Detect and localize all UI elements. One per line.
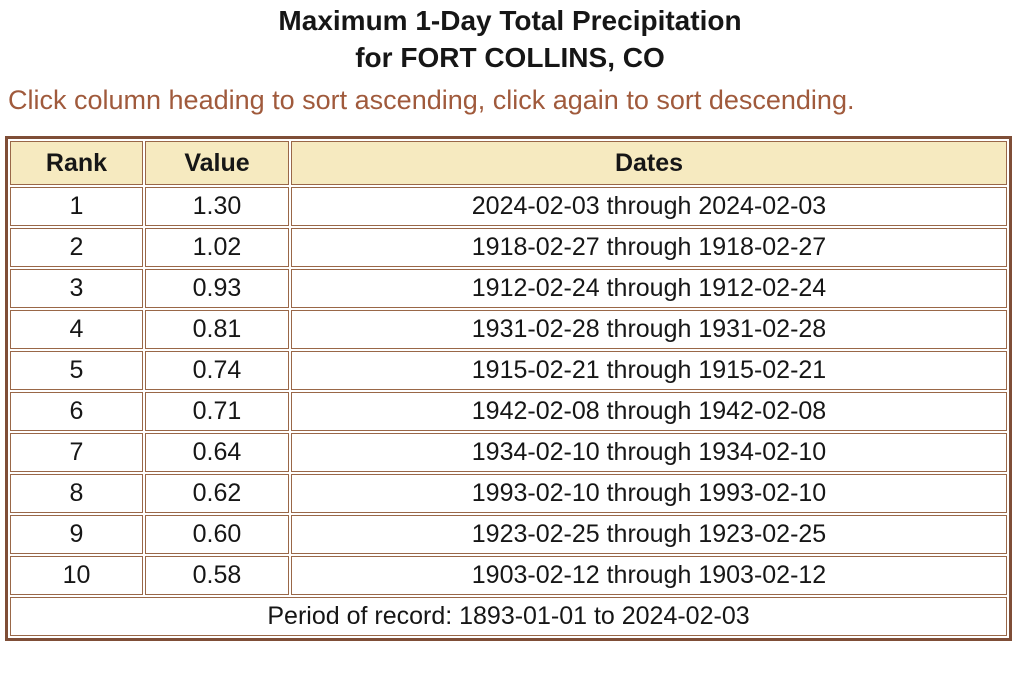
- cell-dates: 1912-02-24 through 1912-02-24: [291, 269, 1007, 308]
- page-title-line1: Maximum 1-Day Total Precipitation: [278, 5, 742, 36]
- cell-dates: 1903-02-12 through 1903-02-12: [291, 556, 1007, 595]
- column-header-rank[interactable]: Rank: [10, 141, 143, 185]
- cell-dates: 1942-02-08 through 1942-02-08: [291, 392, 1007, 431]
- cell-rank: 3: [10, 269, 143, 308]
- period-of-record: Period of record: 1893-01-01 to 2024-02-…: [10, 597, 1007, 636]
- footer-row: Period of record: 1893-01-01 to 2024-02-…: [10, 597, 1007, 636]
- cell-value: 0.60: [145, 515, 289, 554]
- cell-value: 0.74: [145, 351, 289, 390]
- cell-value: 1.30: [145, 187, 289, 226]
- column-header-value[interactable]: Value: [145, 141, 289, 185]
- cell-dates: 1923-02-25 through 1923-02-25: [291, 515, 1007, 554]
- table-row: 2 1.02 1918-02-27 through 1918-02-27: [10, 228, 1007, 267]
- cell-rank: 7: [10, 433, 143, 472]
- cell-dates: 1918-02-27 through 1918-02-27: [291, 228, 1007, 267]
- cell-rank: 6: [10, 392, 143, 431]
- page-title-line2: for FORT COLLINS, CO: [355, 42, 665, 73]
- cell-rank: 9: [10, 515, 143, 554]
- table-row: 10 0.58 1903-02-12 through 1903-02-12: [10, 556, 1007, 595]
- cell-dates: 1993-02-10 through 1993-02-10: [291, 474, 1007, 513]
- table-row: 7 0.64 1934-02-10 through 1934-02-10: [10, 433, 1007, 472]
- cell-rank: 4: [10, 310, 143, 349]
- table-body: 1 1.30 2024-02-03 through 2024-02-03 2 1.02 1…: [10, 187, 1007, 595]
- cell-value: 0.71: [145, 392, 289, 431]
- cell-dates: 1915-02-21 through 1915-02-21: [291, 351, 1007, 390]
- cell-rank: 5: [10, 351, 143, 390]
- precipitation-records-table: Rank Value Dates 1 1.30 2024-02-03 through…: [5, 136, 1012, 641]
- table-row: 1 1.30 2024-02-03 through 2024-02-03: [10, 187, 1007, 226]
- table-header: Rank Value Dates: [10, 141, 1007, 185]
- cell-rank: 1: [10, 187, 143, 226]
- table-row: 5 0.74 1915-02-21 through 1915-02-21: [10, 351, 1007, 390]
- cell-rank: 10: [10, 556, 143, 595]
- table-row: 4 0.81 1931-02-28 through 1931-02-28: [10, 310, 1007, 349]
- cell-rank: 2: [10, 228, 143, 267]
- cell-dates: 2024-02-03 through 2024-02-03: [291, 187, 1007, 226]
- cell-rank: 8: [10, 474, 143, 513]
- cell-value: 0.93: [145, 269, 289, 308]
- sort-instructions: Click column heading to sort ascending, …: [8, 85, 855, 115]
- cell-value: 0.81: [145, 310, 289, 349]
- table-footer: Period of record: 1893-01-01 to 2024-02-…: [10, 597, 1007, 636]
- table-row: 3 0.93 1912-02-24 through 1912-02-24: [10, 269, 1007, 308]
- cell-value: 0.62: [145, 474, 289, 513]
- cell-value: 0.64: [145, 433, 289, 472]
- table-row: 9 0.60 1923-02-25 through 1923-02-25: [10, 515, 1007, 554]
- table-row: 8 0.62 1993-02-10 through 1993-02-10: [10, 474, 1007, 513]
- cell-dates: 1931-02-28 through 1931-02-28: [291, 310, 1007, 349]
- cell-dates: 1934-02-10 through 1934-02-10: [291, 433, 1007, 472]
- cell-value: 0.58: [145, 556, 289, 595]
- header-row: Rank Value Dates: [10, 141, 1007, 185]
- page-title: Maximum 1-Day Total Precipitation for FO…: [0, 2, 1020, 76]
- table-row: 6 0.71 1942-02-08 through 1942-02-08: [10, 392, 1007, 431]
- cell-value: 1.02: [145, 228, 289, 267]
- column-header-dates[interactable]: Dates: [291, 141, 1007, 185]
